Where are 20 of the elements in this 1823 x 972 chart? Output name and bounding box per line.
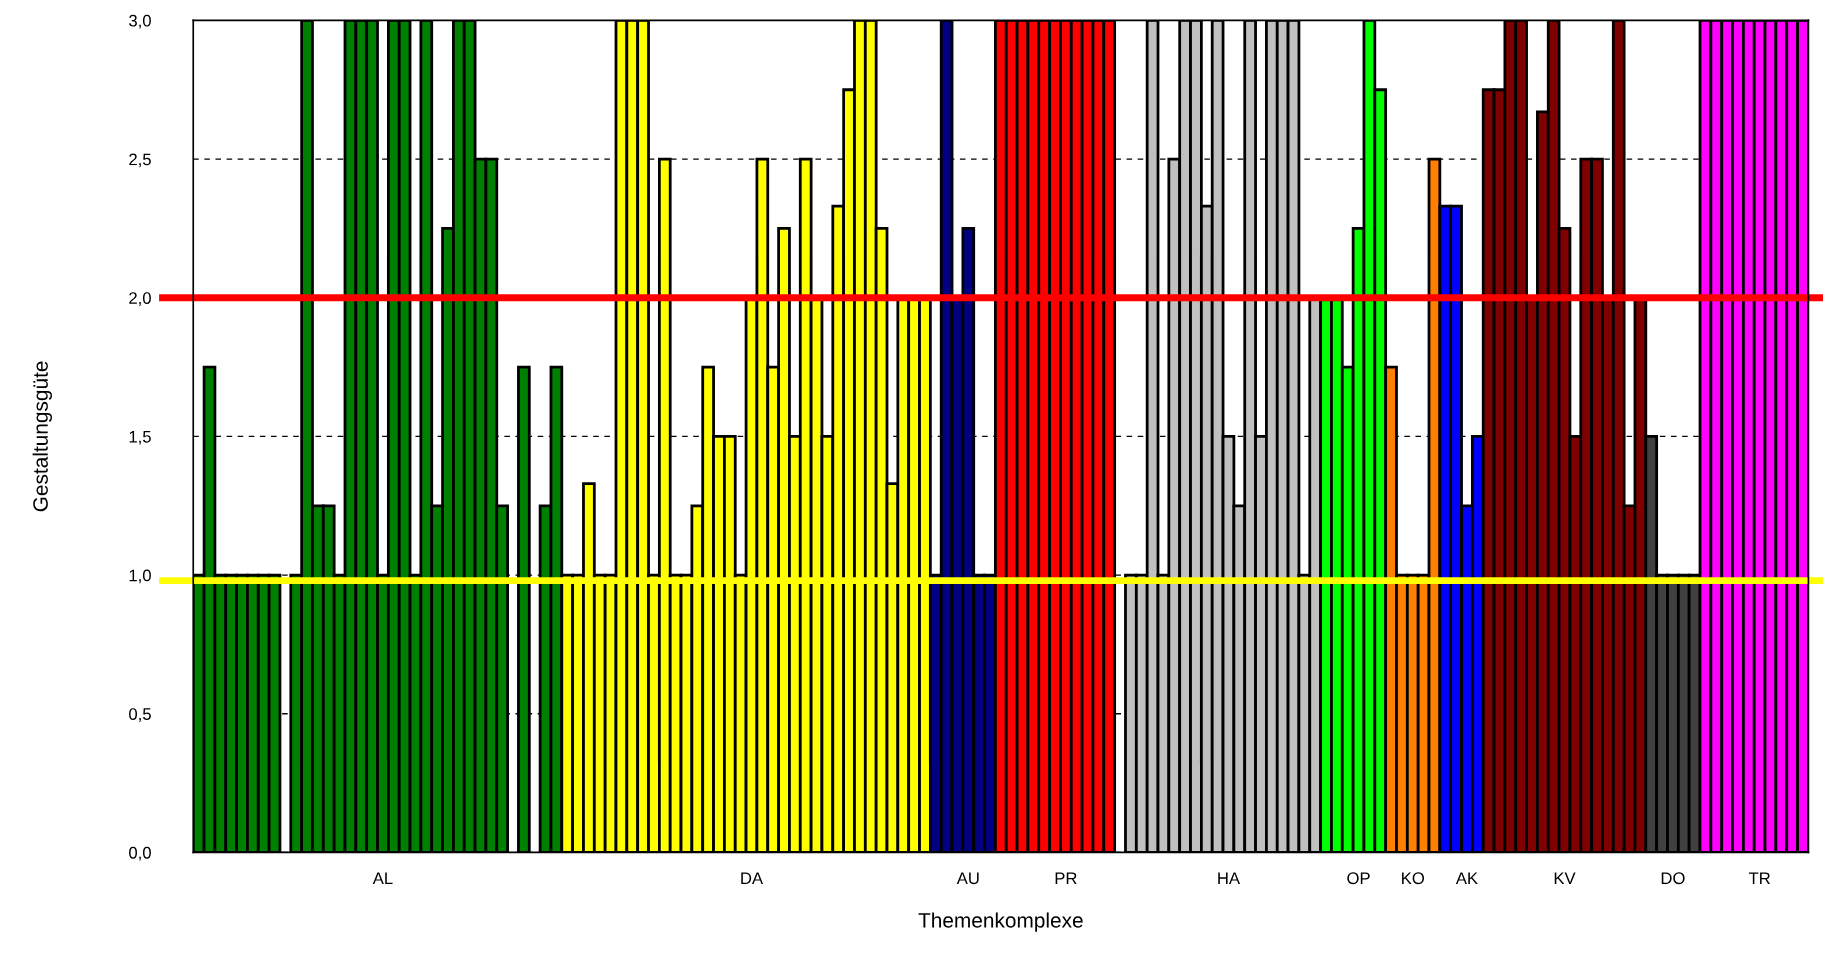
y-tick-label: 2,0 bbox=[129, 292, 151, 306]
x-tick-label: DA bbox=[741, 872, 764, 884]
x-tick-label: KO bbox=[1402, 872, 1424, 885]
y-axis-title: Gestaltungsgüte bbox=[32, 361, 53, 512]
y-tick-label: 0,5 bbox=[129, 708, 151, 722]
x-tick-label: AK bbox=[1455, 872, 1478, 884]
x-tick-label: TR bbox=[1748, 872, 1770, 884]
x-axis-title: Themenkomplexe bbox=[918, 912, 1083, 932]
y-tick-label: 2,5 bbox=[129, 153, 151, 168]
x-tick-label: DO bbox=[1661, 872, 1685, 885]
x-tick-label: OP bbox=[1347, 872, 1370, 885]
x-tick-label: PR bbox=[1055, 872, 1077, 884]
x-tick-label: AU bbox=[956, 872, 979, 885]
y-tick-label: 3,0 bbox=[129, 14, 151, 29]
x-tick-label: HA bbox=[1218, 872, 1241, 884]
x-tick-label: AL bbox=[372, 872, 393, 884]
x-tick-label: KV bbox=[1554, 872, 1576, 884]
y-tick-label: 0,0 bbox=[129, 846, 151, 861]
y-tick-label: 1,0 bbox=[129, 569, 151, 584]
y-tick-label: 1,5 bbox=[129, 431, 151, 445]
